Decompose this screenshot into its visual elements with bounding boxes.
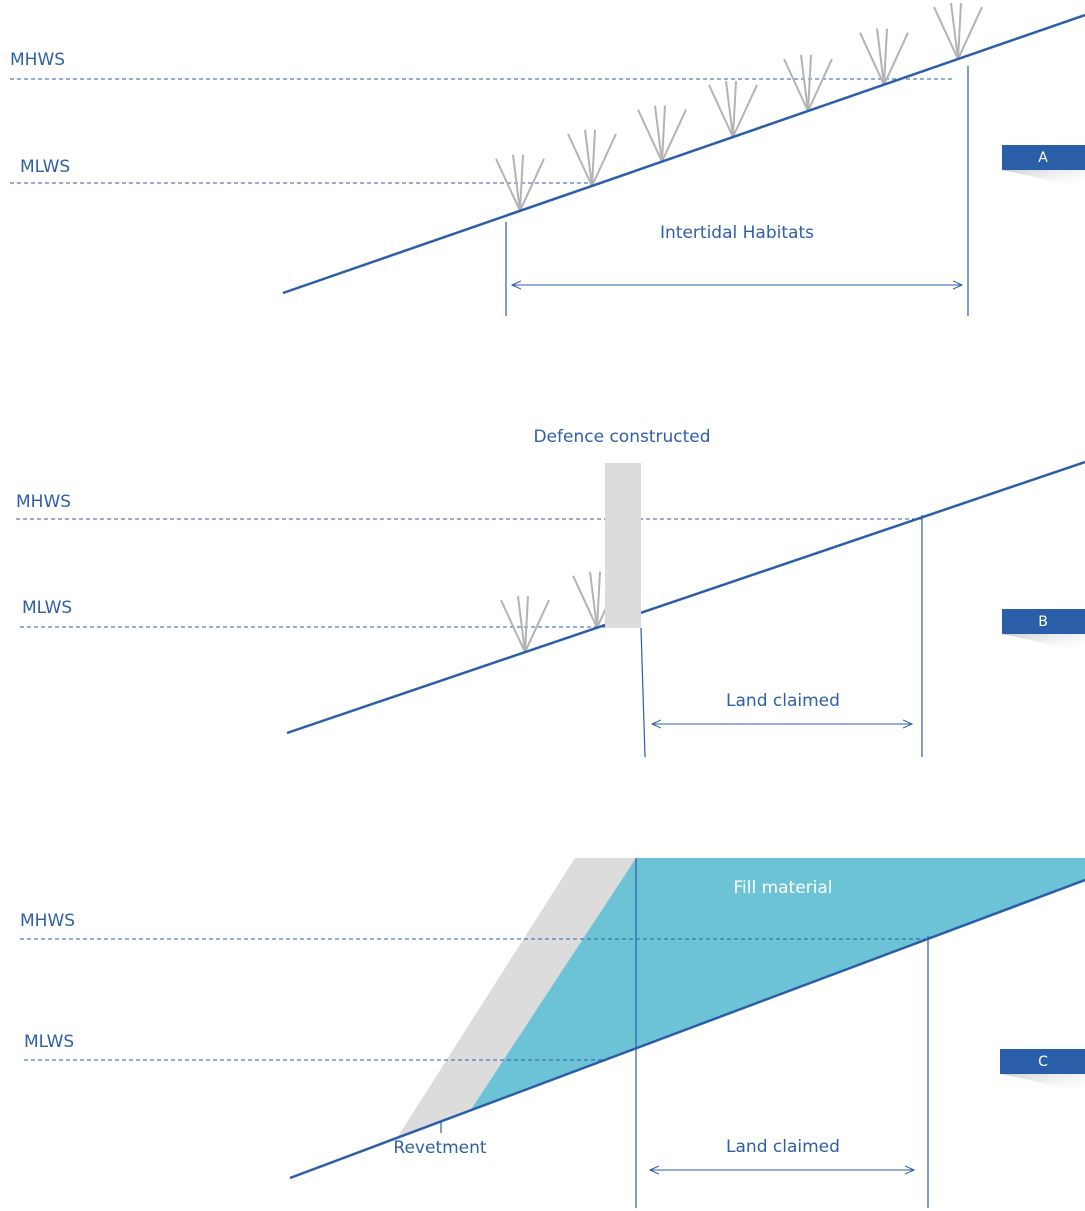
plant-stem: [591, 133, 617, 187]
plant-stem: [950, 2, 959, 60]
plant-stem: [567, 133, 593, 187]
plant-stem: [584, 129, 593, 187]
plant-stem: [519, 158, 545, 212]
span-label: Land claimed: [726, 1137, 840, 1157]
plant-stem: [637, 109, 663, 163]
plant-stem: [800, 54, 809, 112]
plant-stem: [807, 58, 833, 112]
plant-stem: [708, 84, 734, 138]
plant-stem: [524, 596, 529, 653]
plant-stem: [661, 105, 666, 162]
span-label: Land claimed: [726, 691, 840, 711]
plant-stem: [807, 54, 812, 112]
plant-stem: [517, 596, 526, 653]
shore-profile: [286, 460, 1085, 735]
panel-tag: [1000, 1049, 1085, 1074]
panel-tag-label: B: [1038, 614, 1048, 630]
mlws-label: MLWS: [24, 1032, 74, 1052]
plant-stem: [572, 575, 598, 629]
plant-stem: [732, 80, 737, 138]
panel-tag-label: A: [1038, 150, 1048, 166]
fill-material: [470, 858, 1085, 1111]
panel-c: MHWS MLWS Fill material Revetment Land c…: [20, 858, 1085, 1208]
defence-wall: [605, 463, 641, 628]
mhws-label: MHWS: [16, 492, 71, 512]
plant-stem: [661, 109, 687, 163]
mhws-label: MHWS: [10, 50, 65, 70]
vegetation: [495, 2, 983, 212]
plant-stem: [495, 158, 521, 212]
span-label: Intertidal Habitats: [660, 223, 814, 243]
plant-stem: [957, 6, 983, 60]
plant-stem: [783, 58, 809, 112]
plant-stem: [725, 80, 734, 138]
box-shadow: [1002, 170, 1085, 190]
panel-tag: [1002, 145, 1085, 170]
boundary-line: [640, 627, 646, 758]
mhws-label: MHWS: [20, 911, 75, 931]
fill-label: Fill material: [733, 878, 832, 898]
plant-stem: [512, 154, 521, 211]
plant-stem: [654, 105, 663, 162]
plant-stem: [524, 599, 550, 653]
plant-stem: [933, 6, 959, 60]
mlws-label: MLWS: [22, 598, 72, 618]
plant-stem: [883, 28, 888, 85]
plant-stem: [732, 84, 758, 138]
plant-stem: [596, 571, 601, 628]
structure-label: Revetment: [393, 1138, 486, 1158]
plant-stem: [519, 154, 524, 211]
shore-profile: [282, 13, 1085, 295]
shore-profile: [289, 878, 1085, 1180]
panel-tag-label: C: [1038, 1054, 1048, 1070]
plant-stem: [859, 32, 885, 86]
structure-label: Defence constructed: [533, 427, 710, 447]
box-shadow: [1002, 634, 1085, 654]
panel-tag: [1002, 609, 1085, 634]
plant-stem: [883, 32, 909, 86]
plant-stem: [876, 28, 885, 85]
plant-stem: [500, 599, 526, 653]
plant-stem: [957, 2, 962, 60]
panel-b: MHWS MLWS Defence constructed Land claim…: [16, 427, 1085, 758]
plant-stem: [589, 571, 598, 628]
panel-a: MHWS MLWS Intertidal Habitats A: [10, 2, 1085, 316]
revetment: [397, 858, 636, 1138]
plant-stem: [591, 129, 596, 186]
mlws-label: MLWS: [20, 157, 70, 177]
box-shadow: [1000, 1074, 1085, 1094]
